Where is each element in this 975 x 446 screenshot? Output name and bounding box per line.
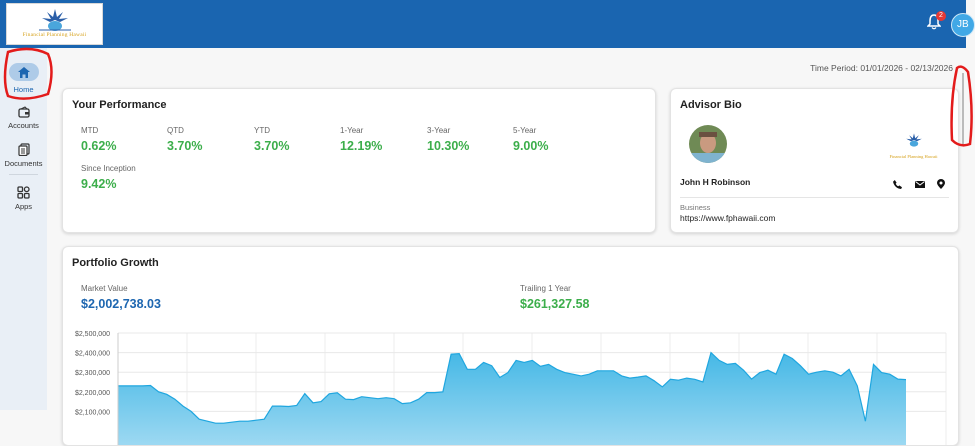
performance-title: Your Performance <box>72 99 167 111</box>
y-tick-label: $2,200,000 <box>75 390 110 397</box>
pineapple-logo-icon <box>38 9 71 31</box>
advisor-name: John H Robinson <box>680 177 751 187</box>
metric-mtd: MTD 0.62% <box>81 126 117 153</box>
sidebar-item-apps[interactable]: Apps <box>0 186 47 211</box>
portfolio-growth-title: Portfolio Growth <box>72 257 159 269</box>
metric-3-year: 3-Year 10.30% <box>427 126 470 153</box>
y-tick-label: $2,500,000 <box>75 331 110 338</box>
business-label: Business <box>680 203 711 212</box>
sidebar-item-home[interactable]: Home <box>0 63 47 94</box>
time-period[interactable]: Time Period: 01/01/2026 - 02/13/2026 <box>810 63 953 73</box>
sidebar-item-documents[interactable]: Documents <box>0 143 47 168</box>
metric-qtd: QTD 3.70% <box>167 126 203 153</box>
trailing-1-year: Trailing 1 Year $261,327.58 <box>520 284 590 311</box>
metric-ytd: YTD 3.70% <box>254 126 290 153</box>
apps-icon <box>17 186 30 199</box>
y-tick-label: $2,300,000 <box>75 370 110 377</box>
user-avatar[interactable]: JB <box>951 13 975 37</box>
advisor-title: Advisor Bio <box>680 99 742 111</box>
sidebar: Home Accounts Documents Apps <box>0 48 47 410</box>
advisor-photo <box>689 125 727 163</box>
sidebar-item-accounts[interactable]: Accounts <box>0 106 47 130</box>
y-tick-label: $2,400,000 <box>75 351 110 358</box>
scrollbar[interactable] <box>960 70 965 145</box>
metric-5-year: 5-Year 9.00% <box>513 126 549 153</box>
documents-icon <box>17 143 30 156</box>
market-value: Market Value $2,002,738.03 <box>81 284 161 311</box>
advisor-company-logo: Financial Planning Hawaii <box>876 131 951 159</box>
location-pin-icon[interactable] <box>937 179 945 189</box>
wallet-icon <box>17 106 30 118</box>
email-icon[interactable] <box>915 181 925 188</box>
notification-badge: 2 <box>936 11 946 21</box>
sidebar-divider <box>9 174 38 175</box>
y-tick-label: $2,100,000 <box>75 409 110 416</box>
company-logo[interactable]: Financial Planning Hawaii <box>6 3 103 45</box>
business-website-link[interactable]: https://www.fphawaii.com <box>680 213 776 223</box>
pineapple-logo-icon <box>905 133 922 147</box>
advisor-divider <box>680 197 949 198</box>
home-icon <box>17 66 30 78</box>
metric-1-year: 1-Year 12.19% <box>340 126 383 153</box>
performance-card: Your Performance MTD 0.62% QTD 3.70% YTD 3.… <box>62 88 656 233</box>
metric-since-inception: Since Inception 9.42% <box>81 164 136 191</box>
portfolio-growth-card: Portfolio Growth Market Value $2,002,738.… <box>62 246 959 446</box>
phone-icon[interactable] <box>893 180 902 189</box>
portfolio-growth-chart: $2,500,000 $2,400,000 $2,300,000 $2,200,000… <box>75 331 947 445</box>
advisor-bio-card: Advisor Bio Financial Planning Hawaii Jo… <box>670 88 959 233</box>
top-header: Financial Planning Hawaii 2 JB <box>0 0 975 48</box>
